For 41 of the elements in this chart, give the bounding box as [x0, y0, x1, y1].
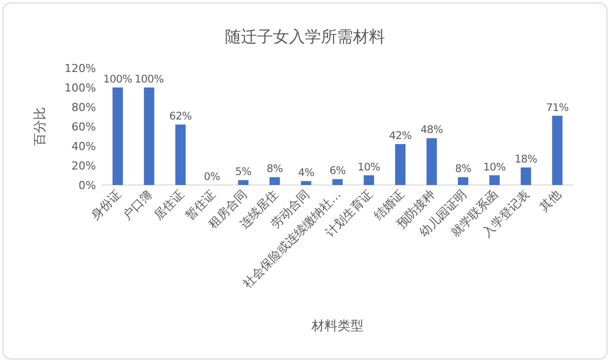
bar [426, 138, 437, 185]
data-label: 6% [329, 165, 346, 178]
bar [458, 177, 468, 185]
bar [552, 116, 562, 185]
x-tick-label: 其他 [536, 187, 564, 214]
x-tick-label: 户口簿 [120, 187, 156, 223]
bar [238, 180, 248, 185]
data-label: 10% [358, 161, 380, 174]
data-label: 100% [103, 74, 132, 86]
chart-title: 随迁子女入学所需材料 [225, 27, 385, 46]
bar [300, 181, 312, 185]
data-label: 8% [455, 163, 472, 176]
data-label: 48% [420, 124, 444, 136]
data-label: 4% [298, 167, 314, 180]
y-tick-label: 0% [78, 179, 96, 192]
data-label: 62% [169, 110, 192, 123]
bar [144, 88, 154, 185]
data-label: 18% [514, 153, 538, 166]
bar [332, 179, 343, 185]
data-label: 71% [546, 102, 569, 114]
data-label: 0% [204, 171, 220, 183]
y-axis-title: 百分比 [33, 107, 48, 146]
bar [175, 124, 186, 185]
y-tick-label: 80% [72, 101, 96, 114]
bar [112, 88, 123, 185]
data-label: 8% [266, 163, 284, 176]
data-label: 100% [134, 74, 164, 86]
y-tick-label: 100% [64, 82, 96, 94]
bar [489, 175, 500, 185]
x-axis-title: 材料类型 [310, 319, 364, 334]
data-label: 5% [235, 166, 252, 178]
data-label: 42% [389, 130, 412, 142]
y-tick-label: 60% [72, 120, 96, 134]
y-tick-label: 40% [72, 140, 96, 153]
bar [364, 175, 374, 185]
y-tick-label: 120% [64, 62, 96, 75]
bar [520, 167, 532, 185]
data-label: 10% [483, 161, 506, 174]
bar [270, 177, 280, 185]
y-tick-label: 20% [72, 160, 96, 172]
bar [395, 144, 406, 185]
